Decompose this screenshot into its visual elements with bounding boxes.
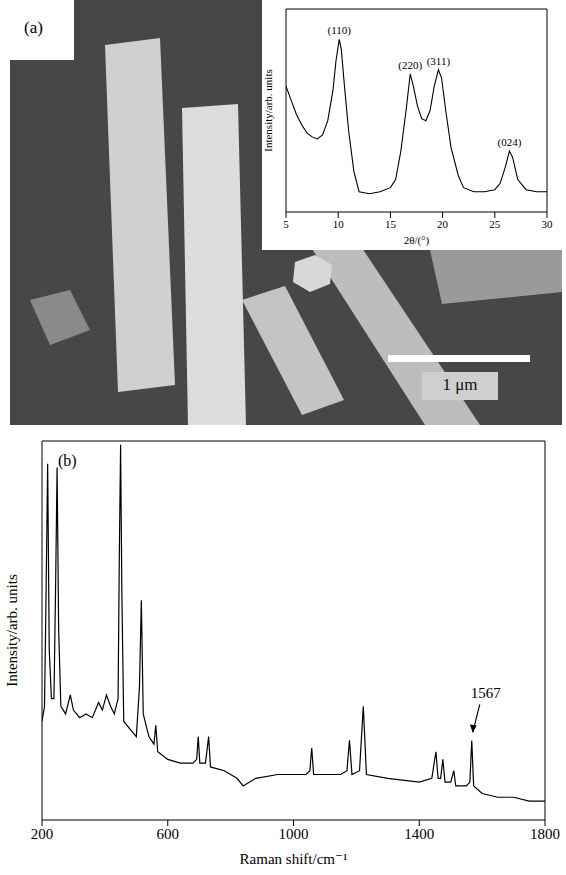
svg-text:200: 200 — [31, 826, 54, 842]
svg-text:600: 600 — [157, 826, 180, 842]
svg-text:1000: 1000 — [279, 826, 309, 842]
svg-text:20: 20 — [437, 218, 449, 230]
svg-text:(220): (220) — [398, 59, 422, 72]
svg-text:1800: 1800 — [530, 826, 560, 842]
svg-text:5: 5 — [283, 218, 289, 230]
svg-text:Intensity/arb. units: Intensity/arb. units — [4, 574, 20, 687]
html-text:(a): (a) — [24, 18, 43, 37]
svg-text:1400: 1400 — [404, 826, 434, 842]
html-text:(b): (b) — [58, 452, 77, 469]
svg-text:1567: 1567 — [471, 685, 502, 701]
svg-text:(311): (311) — [427, 55, 451, 68]
svg-text:Raman shift/cm⁻¹: Raman shift/cm⁻¹ — [240, 851, 348, 867]
svg-text:25: 25 — [489, 218, 501, 230]
svg-text:Intensity/arb. units: Intensity/arb. units — [262, 69, 274, 152]
svg-text:(024): (024) — [498, 136, 522, 149]
svg-text:30: 30 — [542, 218, 554, 230]
svg-text:(110): (110) — [328, 24, 352, 37]
html-text:1 μm: 1 μm — [442, 375, 478, 394]
svg-text:15: 15 — [385, 218, 397, 230]
svg-text:10: 10 — [333, 218, 345, 230]
svg-text:2θ/(°): 2θ/(°) — [404, 234, 430, 247]
